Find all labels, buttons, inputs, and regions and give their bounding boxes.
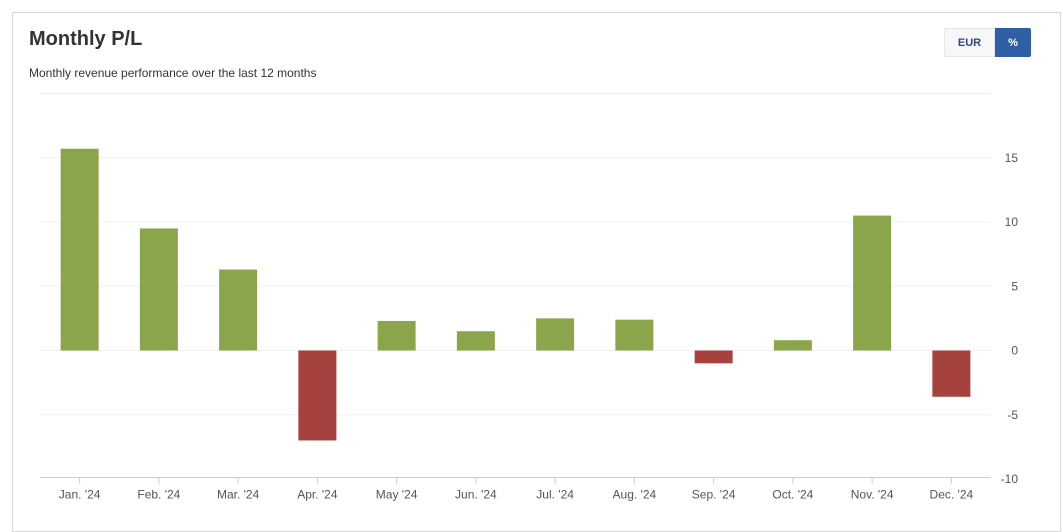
x-tick-labels: Jan. '24 Feb. '24 Mar. '24 Apr. '24 May '24 J… (59, 488, 974, 502)
chart-subtitle: Monthly revenue performance over the las… (29, 66, 317, 80)
eur-toggle-button[interactable]: EUR (944, 28, 995, 57)
percent-toggle-button[interactable]: % (995, 28, 1031, 57)
y-tick-labels: 15 10 5 0 -5 -10 (1001, 151, 1019, 486)
x-tick-label: Mar. '24 (217, 488, 260, 502)
x-tick-label: Nov. '24 (851, 488, 894, 502)
bar-9[interactable] (773, 340, 812, 351)
unit-toggle: EUR % (944, 28, 1031, 57)
y-tick-label: 10 (1005, 215, 1019, 229)
bar-3[interactable] (298, 350, 337, 441)
bar-2[interactable] (219, 269, 258, 351)
y-tick-label: 15 (1005, 151, 1019, 165)
bar-5[interactable] (456, 331, 495, 351)
x-tick-label: Dec. '24 (930, 488, 974, 502)
bar-0[interactable] (60, 148, 99, 351)
bar-8[interactable] (694, 350, 733, 364)
x-tick-label: May '24 (376, 488, 418, 502)
bar-7[interactable] (615, 319, 654, 351)
gridlines (40, 93, 991, 416)
x-axis (40, 477, 991, 484)
x-tick-label: Jul. '24 (536, 488, 574, 502)
y-tick-label: -5 (1007, 408, 1018, 422)
x-tick-label: Oct. '24 (772, 488, 813, 502)
y-tick-label: 0 (1011, 344, 1018, 358)
bar-11[interactable] (932, 350, 971, 397)
bar-10[interactable] (853, 215, 892, 351)
bar-4[interactable] (377, 320, 416, 351)
bars (60, 148, 971, 441)
bar-1[interactable] (139, 228, 178, 351)
chart-title: Monthly P/L (29, 28, 143, 50)
x-tick-label: Aug. '24 (613, 488, 657, 502)
x-tick-label: Jun. '24 (455, 488, 497, 502)
x-tick-label: Feb. '24 (137, 488, 180, 502)
y-tick-label: 5 (1011, 279, 1018, 293)
y-tick-label: -10 (1001, 472, 1019, 486)
bar-6[interactable] (536, 318, 575, 351)
x-tick-label: Apr. '24 (297, 488, 338, 502)
x-tick-label: Sep. '24 (692, 488, 736, 502)
x-tick-label: Jan. '24 (59, 488, 101, 502)
